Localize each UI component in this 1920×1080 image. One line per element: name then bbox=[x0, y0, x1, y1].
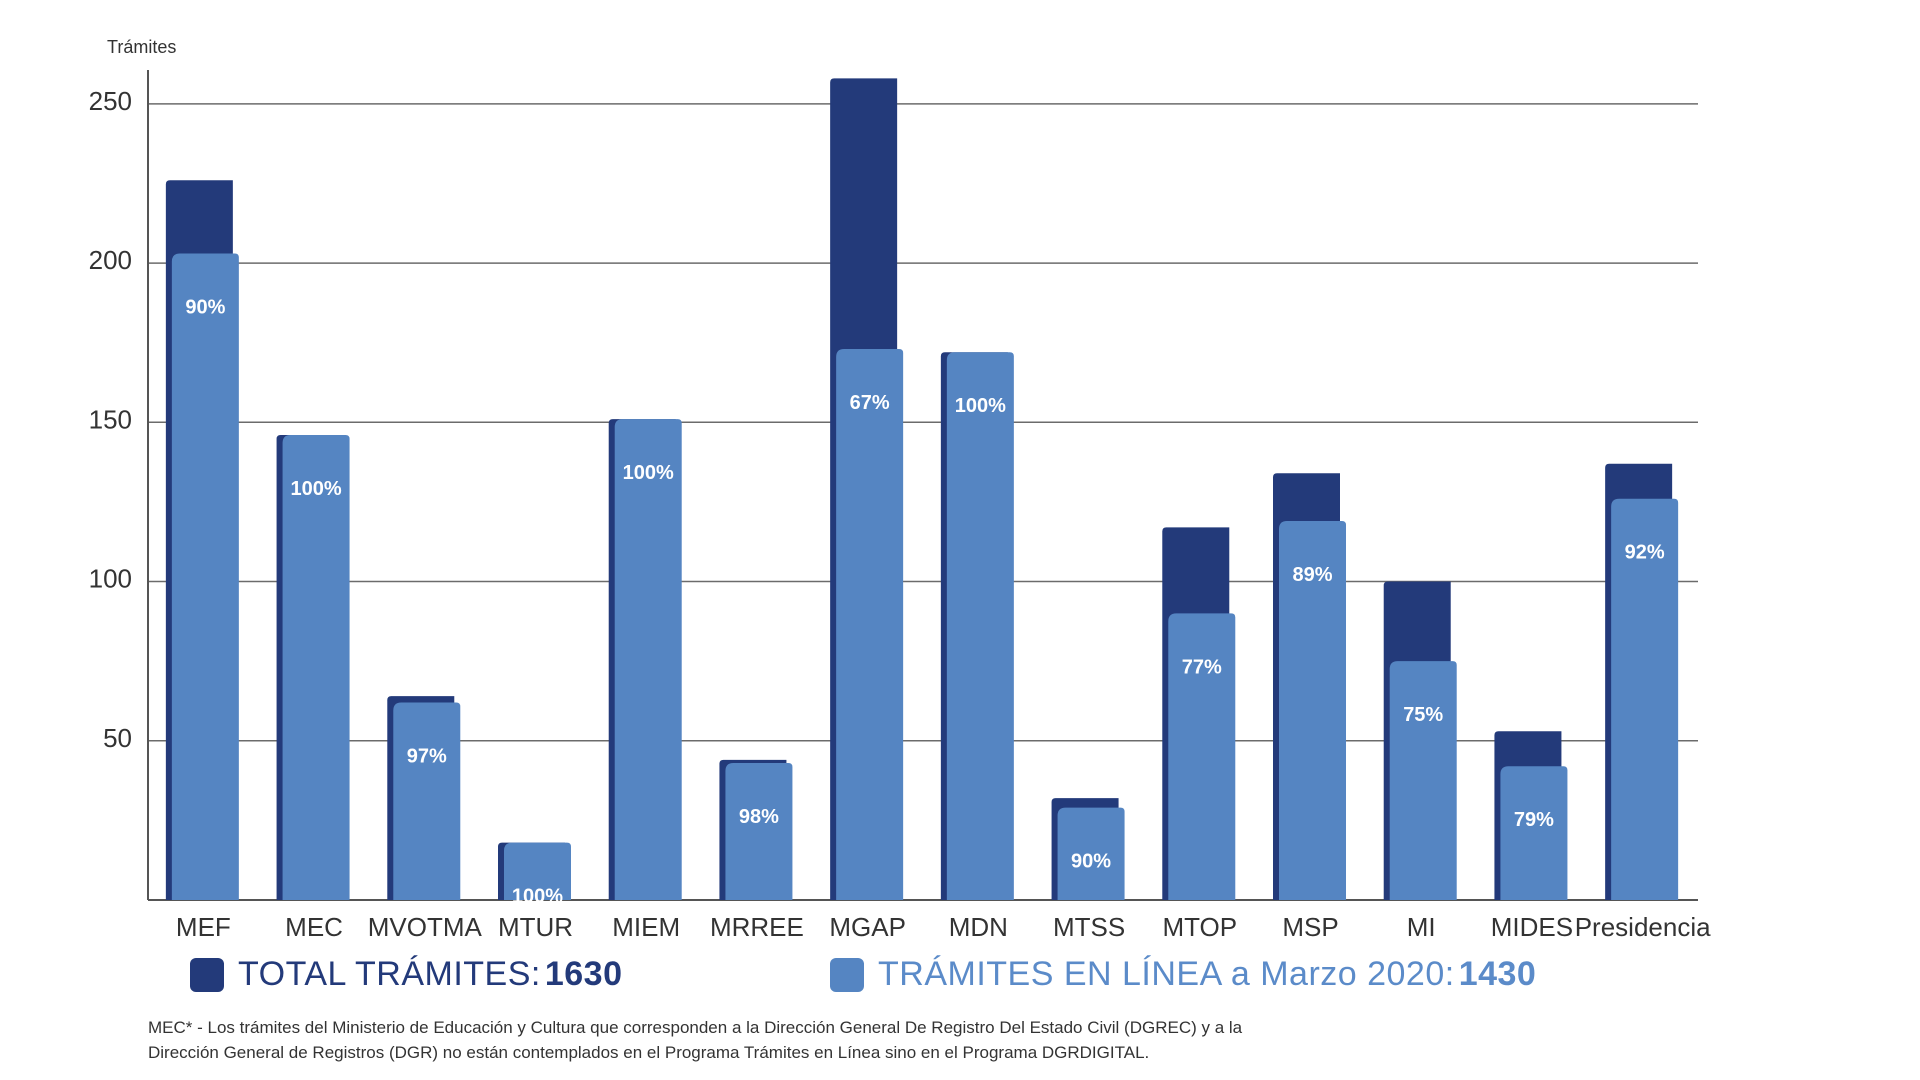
data-label: 97% bbox=[407, 746, 447, 768]
bar-online bbox=[836, 349, 904, 900]
legend-total-label: TOTAL TRÁMITES: bbox=[238, 955, 541, 993]
legend-online: TRÁMITES EN LÍNEA a Marzo 2020: 1430 bbox=[830, 955, 1536, 994]
x-tick-label: MI bbox=[1407, 912, 1436, 940]
bar-online bbox=[504, 842, 571, 900]
x-tick-label: MVOTMA bbox=[368, 912, 483, 940]
bar-online bbox=[1168, 613, 1236, 900]
bar-online bbox=[1500, 766, 1568, 900]
data-label: 89% bbox=[1292, 564, 1332, 586]
x-tick-label: MTUR bbox=[498, 912, 573, 940]
x-tick-label: Presidencia bbox=[1575, 912, 1711, 940]
x-tick-label: MEC bbox=[285, 912, 343, 940]
x-tick-label: MSP bbox=[1282, 912, 1338, 940]
footnote: MEC* - Los trámites del Ministerio de Ed… bbox=[148, 1015, 1648, 1065]
bar-online bbox=[171, 253, 239, 900]
x-tick-label: MEF bbox=[176, 912, 231, 940]
data-label: 100% bbox=[623, 462, 674, 484]
footnote-line-2: Dirección General de Registros (DGR) no … bbox=[148, 1043, 1150, 1062]
bar-online bbox=[1611, 498, 1679, 900]
data-label: 100% bbox=[512, 886, 563, 908]
data-label: 75% bbox=[1403, 704, 1443, 726]
data-label: 77% bbox=[1182, 656, 1222, 678]
data-label: 100% bbox=[955, 395, 1006, 417]
x-tick-label: MGAP bbox=[829, 912, 906, 940]
y-tick-label: 200 bbox=[89, 245, 132, 275]
data-label: 92% bbox=[1625, 542, 1665, 564]
legend-online-swatch bbox=[830, 957, 864, 992]
x-tick-label: MRREE bbox=[710, 912, 804, 940]
bar-chart: 50 100 150 200 250 Trámites 90% MEF 100% MEC 97% MV… bbox=[89, 37, 1711, 940]
bar-online bbox=[393, 702, 461, 900]
x-tick-label: MIDES bbox=[1491, 912, 1573, 940]
footnote-line-1: MEC* - Los trámites del Ministerio de Ed… bbox=[148, 1018, 1243, 1037]
data-label: 67% bbox=[850, 392, 890, 414]
data-label: 100% bbox=[290, 478, 341, 500]
bar-online bbox=[282, 435, 350, 900]
bar-online bbox=[1279, 521, 1346, 900]
x-tick-label: MTSS bbox=[1053, 912, 1125, 940]
y-tick-label: 100 bbox=[89, 564, 132, 594]
data-label: 90% bbox=[1071, 851, 1111, 873]
legend-total-swatch bbox=[190, 957, 224, 992]
bar-online bbox=[1389, 661, 1457, 900]
y-tick-label: 150 bbox=[89, 404, 132, 434]
bar-online bbox=[946, 352, 1014, 900]
legend-online-value: 1430 bbox=[1458, 955, 1537, 993]
data-label: 79% bbox=[1514, 809, 1554, 831]
x-tick-label: MIEM bbox=[612, 912, 680, 940]
x-tick-label: MTOP bbox=[1162, 912, 1237, 940]
bar-online bbox=[725, 763, 793, 900]
legend-online-label: TRÁMITES EN LÍNEA a Marzo 2020: bbox=[878, 955, 1455, 993]
y-tick-label: 50 bbox=[103, 723, 132, 753]
x-tick-label: MDN bbox=[949, 912, 1008, 940]
legend-total-value: 1630 bbox=[544, 955, 623, 993]
bar-online bbox=[1057, 807, 1125, 900]
data-label: 90% bbox=[185, 297, 225, 319]
y-axis-title: Trámites bbox=[107, 37, 176, 57]
bar-online bbox=[614, 419, 682, 900]
data-label: 98% bbox=[739, 806, 779, 828]
y-tick-label: 250 bbox=[89, 86, 132, 116]
legend-total: TOTAL TRÁMITES: 1630 bbox=[190, 955, 622, 994]
